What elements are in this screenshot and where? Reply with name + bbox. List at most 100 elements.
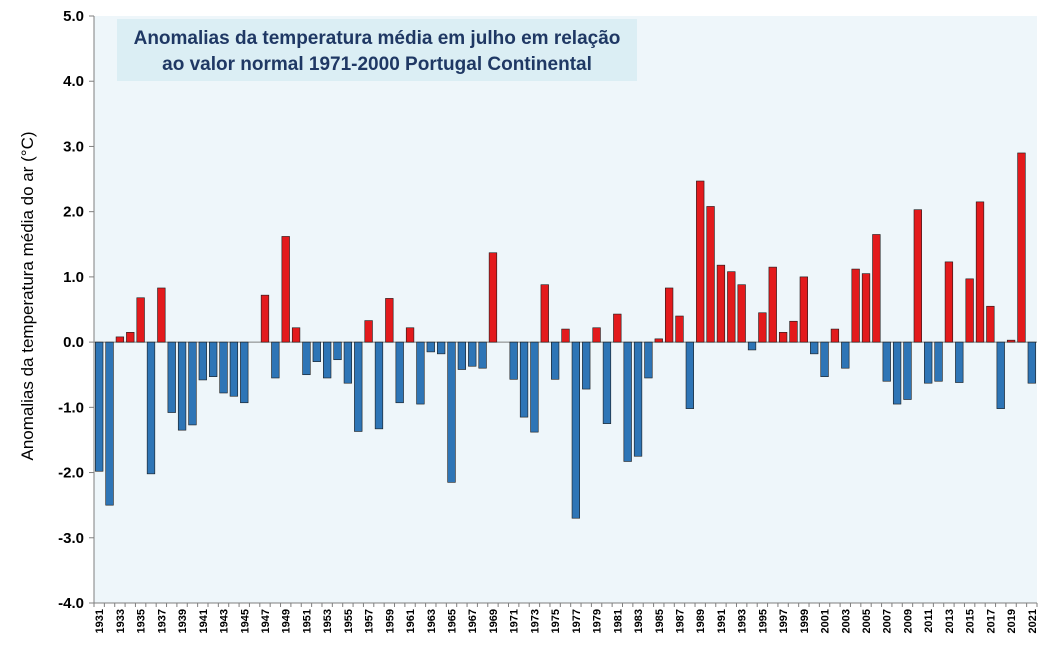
x-tick-label: 1993 xyxy=(737,609,749,633)
chart-title-line-1: Anomalias da temperatura média em julho … xyxy=(134,28,621,49)
bar-2020 xyxy=(1017,152,1026,343)
x-tick-label: 1943 xyxy=(219,609,231,633)
x-tick-label: 1953 xyxy=(322,609,334,633)
bar-2002 xyxy=(830,328,840,343)
x-tick-label: 1979 xyxy=(592,609,604,633)
bar-1953 xyxy=(323,341,332,379)
x-tick-label: 2001 xyxy=(820,609,832,633)
y-tick-label: 0.0 xyxy=(63,334,84,351)
x-tick-label: 2019 xyxy=(1006,609,1018,633)
x-tick-label: 1967 xyxy=(467,609,479,633)
bar-1990 xyxy=(706,206,715,343)
bar-1991 xyxy=(716,264,726,343)
x-tick-label: 1977 xyxy=(571,609,583,633)
y-tick-label: 1.0 xyxy=(63,269,84,286)
x-tick-label: 1939 xyxy=(177,609,189,633)
y-tick-label: -1.0 xyxy=(58,399,84,416)
x-tick-label: 2005 xyxy=(861,609,873,633)
bar-1977 xyxy=(571,341,580,519)
x-tick-label: 1991 xyxy=(716,609,728,633)
bar-1932 xyxy=(105,341,114,506)
bar-1961 xyxy=(405,327,415,343)
x-tick-label: 1935 xyxy=(136,609,148,633)
bar-1962 xyxy=(416,341,425,405)
bar-1988 xyxy=(685,341,694,409)
bar-1985 xyxy=(654,338,663,343)
bar-1959 xyxy=(385,298,394,343)
y-tick-label: -2.0 xyxy=(58,465,84,482)
x-tick-label: 1951 xyxy=(301,609,313,633)
bar-1950 xyxy=(291,327,301,343)
x-tick-label: 1965 xyxy=(447,609,459,633)
bar-1987 xyxy=(675,315,684,343)
bar-1968 xyxy=(478,341,487,369)
bar-1938 xyxy=(167,341,176,413)
x-tick-label: 1947 xyxy=(260,609,272,633)
bar-2013 xyxy=(944,261,954,343)
bar-1935 xyxy=(136,297,145,343)
bar-2012 xyxy=(934,341,943,382)
x-tick-label: 2009 xyxy=(902,609,914,633)
x-tick-label: 2013 xyxy=(944,609,956,633)
bar-1963 xyxy=(426,341,435,353)
bar-1997 xyxy=(778,332,788,343)
x-tick-label: 1971 xyxy=(509,609,521,633)
x-tick-label: 1957 xyxy=(364,609,376,633)
x-tick-label: 1949 xyxy=(281,609,293,633)
bar-2003 xyxy=(841,341,850,369)
bar-1978 xyxy=(582,341,591,390)
y-axis-label: Anomalias da temperatura média do ar (°C… xyxy=(18,131,37,460)
bar-1941 xyxy=(198,341,207,381)
bar-2006 xyxy=(872,234,881,343)
bar-2010 xyxy=(913,209,922,343)
bar-2007 xyxy=(882,341,891,382)
x-tick-label: 2007 xyxy=(882,609,894,633)
x-tick-label: 1997 xyxy=(778,609,790,633)
bar-2005 xyxy=(861,273,871,343)
bar-1952 xyxy=(312,341,321,362)
x-tick-label: 1995 xyxy=(757,609,769,633)
bar-1958 xyxy=(374,341,384,430)
bar-1937 xyxy=(157,287,166,343)
x-tick-label: 1955 xyxy=(343,609,355,633)
chart-title-box: Anomalias da temperatura média em julho … xyxy=(117,19,637,81)
bar-1957 xyxy=(364,320,373,343)
x-tick-label: 1987 xyxy=(674,609,686,633)
bar-1999 xyxy=(799,276,808,343)
bar-1974 xyxy=(540,284,549,343)
plot-area xyxy=(94,16,1037,603)
x-tick-label: 2011 xyxy=(923,609,935,633)
bar-1983 xyxy=(633,341,643,457)
x-tick-label: 1989 xyxy=(695,609,707,633)
bar-1979 xyxy=(592,327,601,343)
bar-1936 xyxy=(146,341,156,475)
bar-1984 xyxy=(644,341,653,379)
bar-1972 xyxy=(519,341,529,418)
x-tick-label: 1937 xyxy=(156,609,168,633)
bar-1931 xyxy=(95,341,104,472)
bar-1964 xyxy=(437,341,446,355)
bar-1973 xyxy=(530,341,539,433)
x-tick-label: 1959 xyxy=(384,609,396,633)
bar-1976 xyxy=(561,328,570,343)
x-tick-label: 1973 xyxy=(529,609,541,633)
x-tick-label: 1961 xyxy=(405,609,417,633)
bar-1982 xyxy=(623,341,632,462)
bar-1954 xyxy=(333,341,342,361)
bar-1945 xyxy=(240,341,249,404)
bar-1989 xyxy=(696,180,705,343)
bar-1992 xyxy=(727,271,736,343)
chart-title-line-2: ao valor normal 1971-2000 Portugal Conti… xyxy=(162,54,592,75)
bar-1942 xyxy=(209,341,218,377)
x-tick-label: 1969 xyxy=(488,609,500,633)
bar-2014 xyxy=(955,341,964,383)
bar-1956 xyxy=(354,341,363,432)
bar-1994 xyxy=(747,341,757,351)
bar-1981 xyxy=(613,313,622,343)
bar-2021 xyxy=(1027,341,1036,384)
bar-1995 xyxy=(758,312,767,343)
bar-1980 xyxy=(602,341,612,424)
bar-2019 xyxy=(1006,339,1016,343)
